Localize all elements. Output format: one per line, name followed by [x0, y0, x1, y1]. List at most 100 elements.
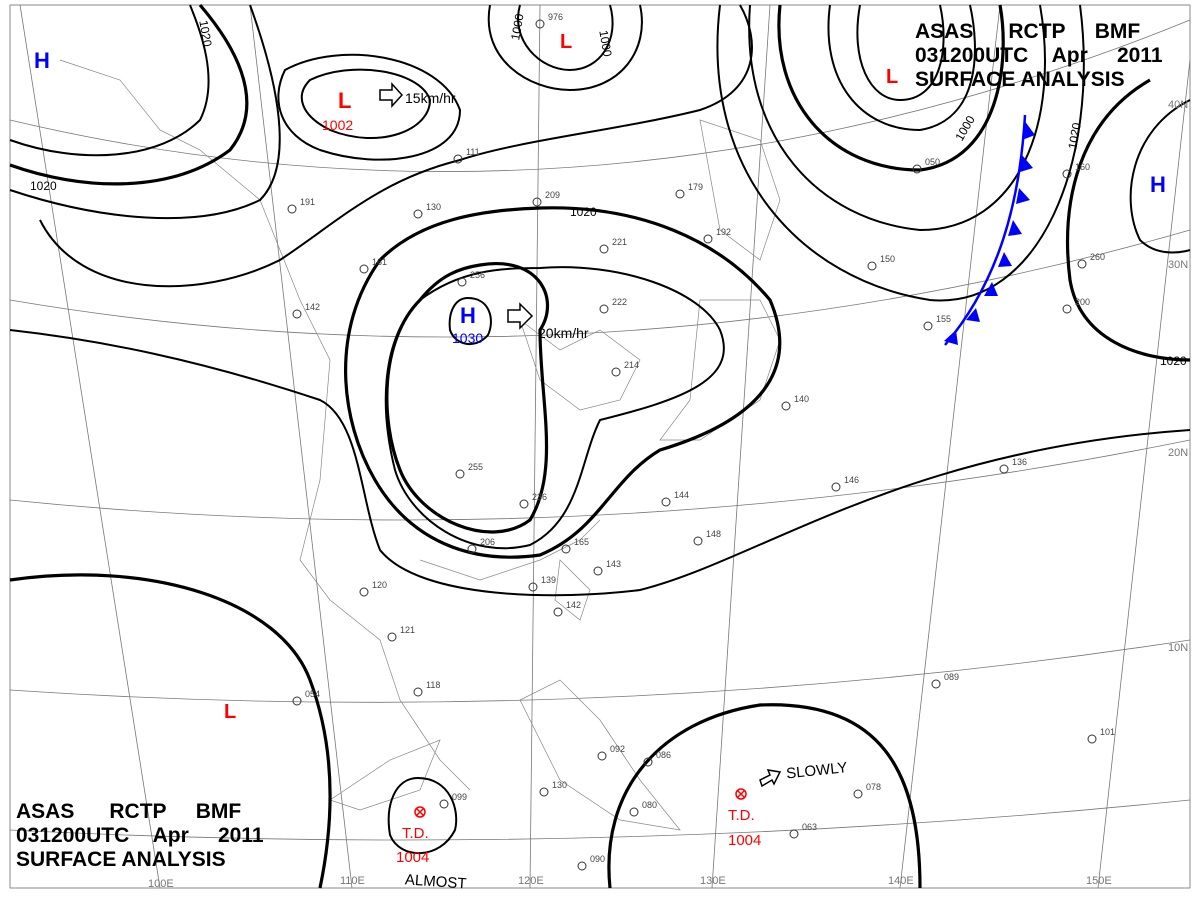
td-pressure: 1004 — [396, 849, 429, 866]
title-product: ASAS — [915, 20, 974, 43]
station-circle-icon — [912, 164, 922, 174]
station-pressure: 120 — [372, 580, 387, 590]
station-circle-icon — [287, 204, 297, 214]
station-circle-icon — [831, 482, 841, 492]
station-pressure: 143 — [606, 559, 621, 569]
station-pressure: 121 — [400, 625, 415, 635]
station-circle-icon — [439, 799, 449, 809]
title-code: BMF — [195, 800, 242, 823]
station-pressure: 136 — [1012, 457, 1027, 467]
station-circle-icon — [999, 464, 1009, 474]
title-month: Apr — [152, 824, 189, 847]
station-pressure: 130 — [552, 780, 567, 790]
td-motion: SLOWLY — [785, 759, 848, 782]
station-pressure: 260 — [1090, 252, 1105, 262]
isobar-label: 1000 — [596, 29, 614, 58]
lat-label: 10N — [1168, 642, 1188, 654]
title-month: Apr — [1051, 44, 1088, 67]
station-circle-icon — [781, 401, 791, 411]
station-circle-icon — [611, 367, 621, 377]
station-circle-icon — [867, 261, 877, 271]
station-circle-icon — [535, 19, 545, 29]
td-motion: ALMOST — [404, 871, 467, 892]
station-pressure: 150 — [880, 254, 895, 264]
station-pressure: 222 — [612, 297, 627, 307]
station-circle-icon — [675, 189, 685, 199]
low-center-marker: L — [338, 88, 351, 113]
lon-label: 130E — [700, 875, 726, 887]
motion-label: 15km/hr — [405, 90, 456, 106]
station-circle-icon — [532, 197, 542, 207]
station-circle-icon — [693, 536, 703, 546]
lat-label: 20N — [1168, 447, 1188, 459]
station-pressure: 192 — [716, 227, 731, 237]
station-circle-icon — [467, 544, 477, 554]
station-circle-icon — [413, 209, 423, 219]
station-circle-icon — [359, 264, 369, 274]
station-circle-icon — [553, 607, 563, 617]
title-code: BMF — [1094, 20, 1141, 43]
station-pressure: 200 — [1075, 297, 1090, 307]
motion-arrow-icon — [507, 302, 534, 330]
motion-arrow-icon — [379, 82, 404, 108]
station-circle-icon — [519, 499, 529, 509]
station-pressure: 111 — [466, 147, 480, 157]
td-label: T.D. — [728, 807, 755, 824]
cold-front — [944, 114, 1035, 346]
station-circle-icon — [577, 861, 587, 871]
station-pressure: 090 — [590, 854, 605, 864]
station-circle-icon — [561, 544, 571, 554]
title-analysis: SURFACE ANALYSIS — [915, 68, 1125, 91]
station-pressure: 054 — [305, 689, 320, 699]
station-plots: 976 256 221 222 209 214 179 192 255 206 236 165 139 1… — [287, 12, 1115, 871]
station-pressure: 160 — [1075, 162, 1090, 172]
map-border — [9, 4, 1191, 889]
low-center-marker: L — [224, 701, 236, 723]
station-pressure: 214 — [624, 360, 639, 370]
station-pressure: 130 — [426, 202, 441, 212]
station-circle-icon — [455, 469, 465, 479]
station-pressure: 155 — [936, 314, 951, 324]
lat-label: 40N — [1168, 99, 1188, 111]
station-pressure: 092 — [610, 744, 625, 754]
title-center: RCTP — [1008, 20, 1066, 43]
station-pressure: 118 — [426, 680, 440, 690]
lon-label: 120E — [518, 875, 544, 887]
graticule — [9, 4, 1191, 889]
station-circle-icon — [1087, 734, 1097, 744]
station-pressure: 221 — [612, 237, 627, 247]
station-pressure: 236 — [532, 492, 547, 502]
station-circle-icon — [931, 679, 941, 689]
low-center-pressure: 1002 — [322, 117, 353, 133]
chart-title-bottom: ASAS RCTP BMF 031200UTC Apr 2011 SURFACE A… — [16, 800, 264, 872]
isobar-label: 1000 — [508, 12, 526, 41]
title-year: 2011 — [217, 824, 264, 847]
station-pressure: 086 — [656, 750, 671, 760]
isobar-label: 1020 — [30, 179, 57, 193]
isobar-label: 1020 — [570, 205, 597, 219]
chart-title-top: ASAS RCTP BMF 031200UTC Apr 2011 SURFACE A… — [915, 20, 1163, 92]
lat-label: 30N — [1168, 259, 1188, 271]
station-circle-icon — [597, 751, 607, 761]
tropical-depression-1: T.D. 1004 ALMOST — [396, 806, 467, 893]
station-circle-icon — [629, 807, 639, 817]
station-pressure: 206 — [480, 537, 495, 547]
station-circle-icon — [359, 587, 369, 597]
lon-label: 140E — [888, 875, 914, 887]
station-circle-icon — [789, 829, 799, 839]
station-pressure: 976 — [548, 12, 563, 22]
station-pressure: 063 — [802, 822, 817, 832]
high-center-pressure: 1030 — [452, 330, 483, 346]
high-center-marker: H — [1150, 172, 1166, 197]
station-circle-icon — [599, 304, 609, 314]
high-center-marker: H — [460, 303, 476, 328]
station-circle-icon — [457, 277, 467, 287]
isobars — [9, 3, 1191, 889]
station-circle-icon — [413, 687, 423, 697]
title-year: 2011 — [1116, 44, 1163, 67]
station-circle-icon — [923, 321, 933, 331]
station-pressure: 255 — [468, 462, 483, 472]
tropical-depression-2: T.D. 1004 SLOWLY — [728, 759, 848, 849]
isobar-label: 1020 — [196, 19, 214, 48]
